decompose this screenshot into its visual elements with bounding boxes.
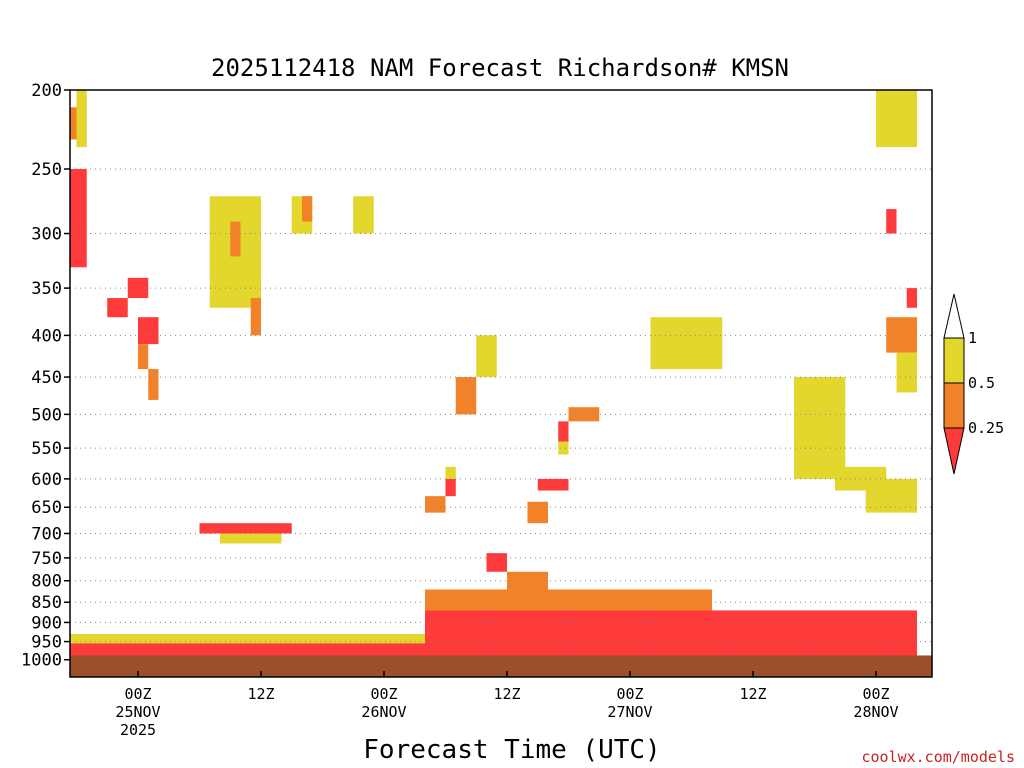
region-0.5_1-44 xyxy=(476,335,497,378)
data-regions xyxy=(25,90,917,657)
region-lt_0.25-30 xyxy=(886,209,897,234)
legend-swatch-1 xyxy=(943,382,965,429)
terrain-fill xyxy=(70,655,932,677)
region-0.25_0.5-37 xyxy=(507,571,548,590)
region-0.5_1-21 xyxy=(353,196,374,234)
legend-label-0: 1 xyxy=(968,329,977,347)
region-lt_0.25-1 xyxy=(425,610,917,635)
y-tick-label-750: 750 xyxy=(31,549,62,569)
region-lt_0.25-11 xyxy=(107,298,128,318)
credit-text: coolwx.com/models xyxy=(861,748,1015,766)
y-tick-label-600: 600 xyxy=(31,470,62,490)
y-tick-label-900: 900 xyxy=(31,613,62,633)
y-tick-label-850: 850 xyxy=(31,593,62,613)
region-lt_0.25-13 xyxy=(138,317,159,345)
x-tick-label-5-0: 12Z xyxy=(739,685,766,703)
region-0.25_0.5-39 xyxy=(527,501,548,524)
y-tick-label-450: 450 xyxy=(31,368,62,388)
legend: 1 0.5 0.25 xyxy=(943,293,1004,475)
legend-label-1: 0.5 xyxy=(968,374,995,392)
x-tick-label-6-1: 28NOV xyxy=(853,703,898,721)
region-0.25_0.5-2 xyxy=(425,589,712,611)
region-0.25_0.5-17 xyxy=(230,221,241,257)
legend-swatch-gt1 xyxy=(943,293,965,339)
x-axis-label: Forecast Time (UTC) xyxy=(363,735,660,765)
x-tick-label-6-0: 00Z xyxy=(862,685,889,703)
x-tick-label-0-1: 25NOV xyxy=(115,703,160,721)
plot-frame xyxy=(69,89,933,678)
x-tick-label-2-1: 26NOV xyxy=(361,703,406,721)
region-0.5_1-29 xyxy=(876,90,917,148)
y-tick-label-700: 700 xyxy=(31,524,62,544)
region-lt_0.25-40 xyxy=(445,478,456,497)
y-tick-label-250: 250 xyxy=(31,160,62,180)
region-0.5_1-42 xyxy=(445,466,456,479)
x-tick-label-2-0: 00Z xyxy=(370,685,397,703)
y-tick-label-650: 650 xyxy=(31,498,62,518)
x-tick-label-0-2: 2025 xyxy=(120,721,156,739)
x-tick-label-3-0: 12Z xyxy=(493,685,520,703)
x-tick-label-4-0: 00Z xyxy=(616,685,643,703)
x-tick-label-0-0: 00Z xyxy=(124,685,151,703)
region-lt_0.25-23 xyxy=(558,421,569,442)
region-0.5_1-3 xyxy=(70,634,425,644)
region-0.25_0.5-20 xyxy=(302,196,313,222)
legend-swatch-0 xyxy=(943,337,965,384)
region-0.5_1-25 xyxy=(650,317,723,370)
region-0.5_1-32 xyxy=(896,352,917,393)
legend-label-2: 0.25 xyxy=(968,419,1004,437)
y-tick-label-800: 800 xyxy=(31,572,62,592)
region-0.25_0.5-31 xyxy=(886,317,917,353)
y-tick-label-300: 300 xyxy=(31,225,62,245)
region-lt_0.25-38 xyxy=(537,478,569,491)
region-0.25_0.5-9 xyxy=(70,107,77,140)
y-tick-label-350: 350 xyxy=(31,279,62,299)
region-0.5_1-22 xyxy=(558,441,569,455)
x-tick-label-1-0: 12Z xyxy=(247,685,274,703)
region-lt_0.25-33 xyxy=(906,288,917,308)
y-tick-label-550: 550 xyxy=(31,439,62,459)
region-0.5_1-28 xyxy=(865,478,917,513)
chart-title: 2025112418 NAM Forecast Richardson# KMSN xyxy=(211,54,789,82)
region-0.25_0.5-43 xyxy=(455,377,477,415)
region-0.25_0.5-15 xyxy=(148,369,159,400)
region-0.25_0.5-41 xyxy=(425,496,446,513)
region-0.5_1-10 xyxy=(76,90,87,148)
region-0.25_0.5-18 xyxy=(250,298,261,336)
legend-swatch-lt025 xyxy=(943,427,965,475)
region-0.5_1-35 xyxy=(220,533,282,544)
x-tick-label-4-1: 27NOV xyxy=(607,703,652,721)
y-tick-label-200: 200 xyxy=(31,81,62,101)
region-0.25_0.5-24 xyxy=(568,407,600,422)
region-lt_0.25-5 xyxy=(70,168,87,268)
region-0.5_1-26 xyxy=(794,377,846,479)
y-axis: 200 250 300 350 400 450 500 550 600 650 700 750 8008… xyxy=(21,81,70,671)
y-tick-label-400: 400 xyxy=(31,326,62,346)
region-lt_0.25-36 xyxy=(486,553,507,572)
region-0.25_0.5-14 xyxy=(138,344,149,370)
region-lt_0.25-12 xyxy=(127,277,149,299)
region-0.5_1-8 xyxy=(25,196,46,227)
y-tick-label-950: 950 xyxy=(31,633,62,653)
y-tick-label-500: 500 xyxy=(31,405,62,425)
y-tick-label-1000: 1000 xyxy=(21,651,62,671)
region-lt_0.25-34 xyxy=(199,523,292,534)
